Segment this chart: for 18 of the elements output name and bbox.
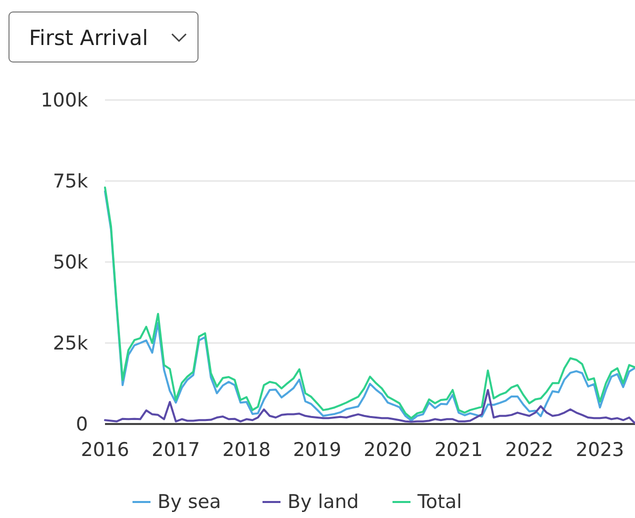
x-tick-label: 2019 [292, 439, 342, 461]
y-tick-label: 0 [76, 414, 88, 436]
x-tick-label: 2017 [152, 439, 200, 461]
legend-label: By land [288, 491, 359, 513]
x-tick-label: 2016 [80, 439, 130, 461]
y-tick-label: 100k [40, 90, 88, 112]
line-series [104, 388, 635, 424]
text: First Arrival [29, 26, 148, 50]
legend-label: By sea [158, 491, 222, 513]
x-tick-label: 2023 [576, 439, 624, 461]
x-tick-label: 2021 [434, 439, 483, 461]
y-tick-label: 50k [52, 252, 88, 274]
x-tick-label: 2020 [364, 439, 412, 461]
x-tick-label: 2022 [505, 439, 554, 461]
x-tick-label: 2018 [222, 439, 271, 461]
legend-label: Total [416, 491, 462, 513]
y-tick-label: 25k [52, 332, 88, 355]
y-tick-label: 75k [52, 170, 88, 193]
